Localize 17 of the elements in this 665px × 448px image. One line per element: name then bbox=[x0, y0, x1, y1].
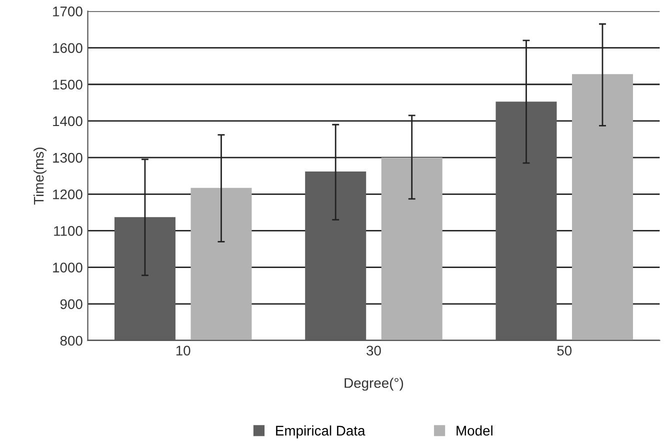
y-tick-label: 1000 bbox=[53, 262, 82, 272]
y-tick-label: 1200 bbox=[53, 189, 82, 200]
x-tick-label: 30 bbox=[366, 346, 381, 356]
y-tick-label: 1100 bbox=[54, 226, 82, 236]
y-axis-title: Time(ms) bbox=[34, 148, 46, 205]
x-axis-title: Degree(°) bbox=[344, 378, 404, 391]
y-tick-label: 1500 bbox=[53, 80, 82, 90]
x-tick-label: 10 bbox=[176, 346, 190, 356]
y-tick-label: 1700 bbox=[53, 6, 82, 16]
y-tick-label: 1400 bbox=[53, 116, 82, 126]
y-tick-label: 1300 bbox=[53, 152, 82, 163]
y-tick-label: 1600 bbox=[53, 43, 82, 53]
y-tick-label: 800 bbox=[60, 336, 82, 346]
legend-label: Empirical Data bbox=[276, 425, 366, 438]
x-tick-label: 50 bbox=[557, 346, 572, 356]
y-tick-label: 900 bbox=[60, 299, 82, 310]
legend-label: Model bbox=[456, 425, 492, 436]
